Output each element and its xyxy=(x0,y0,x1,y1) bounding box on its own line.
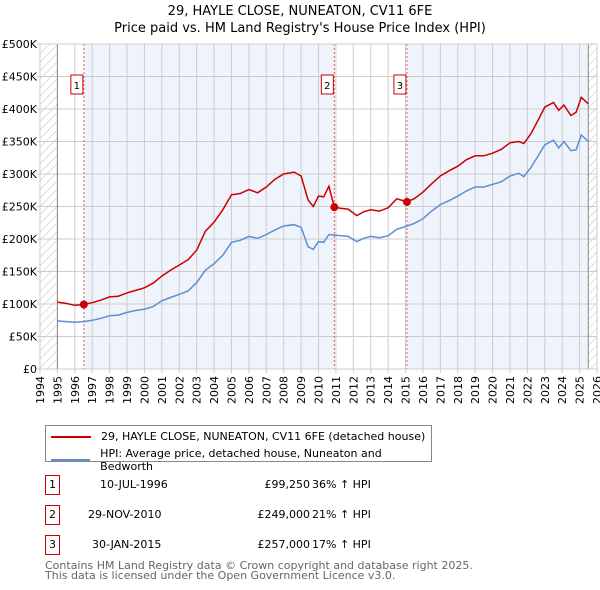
x-tick-label: 2013 xyxy=(365,376,378,404)
x-tick-label: 2011 xyxy=(330,376,343,404)
x-tick-label: 2019 xyxy=(469,376,482,404)
sale-marker-box xyxy=(320,74,334,95)
x-tick-label: 2022 xyxy=(521,376,534,404)
x-tick-label: 2024 xyxy=(556,376,569,404)
x-tick-label: 2026 xyxy=(591,376,600,404)
x-tick-label: 2000 xyxy=(138,376,151,404)
sale-marker-label: 1 xyxy=(74,81,80,92)
footer-licence: This data is licensed under the Open Gov… xyxy=(45,569,396,582)
sale-marker-box xyxy=(70,74,84,95)
x-tick-label: 2015 xyxy=(400,376,413,404)
x-tick-label: 1994 xyxy=(34,376,47,404)
property-price-line xyxy=(57,95,589,307)
y-tick-label: £350K xyxy=(2,136,38,149)
y-tick-label: £200K xyxy=(2,233,38,246)
y-tick-label: £100K xyxy=(2,298,38,311)
sale-hpi-diff: 36% ↑ HPI xyxy=(312,478,371,491)
sale-price: £99,250 xyxy=(264,478,311,491)
sale-point xyxy=(402,197,411,206)
sale-point xyxy=(330,203,339,212)
sale-date: 30-JAN-2015 xyxy=(92,538,162,551)
sale-price: £249,000 xyxy=(257,508,311,521)
x-tick-label: 2020 xyxy=(487,376,500,404)
x-tick-label: 2018 xyxy=(452,376,465,404)
sale-price: £257,000 xyxy=(257,538,311,551)
chart-title: 29, HAYLE CLOSE, NUNEATON, CV11 6FE xyxy=(167,4,433,19)
x-tick-label: 2006 xyxy=(243,376,256,404)
legend-item-property: 29, HAYLE CLOSE, NUNEATON, CV11 6FE (det… xyxy=(51,430,425,443)
y-tick-label: £50K xyxy=(9,331,38,344)
x-tick-label: 2003 xyxy=(191,376,204,404)
x-tick-label: 1999 xyxy=(121,376,134,404)
sale-number: 1 xyxy=(45,475,60,495)
price-chart: 1994 1995 1996 1997 1998 1999 2000 2001 2002 2003… xyxy=(2,38,600,404)
footer-copyright: Contains HM Land Registry data © Crown c… xyxy=(45,559,473,572)
y-tick-label: £450K xyxy=(2,71,38,84)
legend-swatch-red xyxy=(51,435,91,438)
legend-label-property: 29, HAYLE CLOSE, NUNEATON, CV11 6FE (det… xyxy=(101,430,426,443)
sale-date: 10-JUL-1996 xyxy=(100,478,168,491)
x-tick-label: 2023 xyxy=(539,376,552,404)
y-tick-label: £300K xyxy=(2,168,38,181)
x-tick-label: 1995 xyxy=(51,376,64,404)
legend-item-hpi: HPI: Average price, detached house, Nune… xyxy=(51,447,431,473)
sale-marker-label: 2 xyxy=(324,81,330,92)
plot-border xyxy=(39,43,598,370)
x-tick-label: 1998 xyxy=(104,376,117,404)
x-tick-label: 2016 xyxy=(417,376,430,404)
x-tick-label: 2021 xyxy=(504,376,517,404)
x-tick-label: 1996 xyxy=(69,376,82,404)
x-tick-label: 2025 xyxy=(574,376,587,404)
sale-number: 2 xyxy=(45,505,60,525)
x-tick-label: 2014 xyxy=(382,376,395,404)
legend-label-hpi: HPI: Average price, detached house, Nune… xyxy=(100,447,382,473)
y-tick-label: £250K xyxy=(2,201,38,214)
y-tick-label: £500K xyxy=(2,38,38,51)
x-tick-label: 2005 xyxy=(225,376,238,404)
y-tick-label: £400K xyxy=(2,103,38,116)
x-tick-label: 2017 xyxy=(434,376,447,404)
hpi-line xyxy=(57,133,589,323)
x-tick-label: 2007 xyxy=(260,376,273,404)
sale-number: 3 xyxy=(45,535,60,555)
x-tick-label: 2008 xyxy=(278,376,291,404)
sale-hpi-diff: 21% ↑ HPI xyxy=(312,508,371,521)
x-tick-label: 2001 xyxy=(156,376,169,404)
sale-hpi-diff: 17% ↑ HPI xyxy=(312,538,371,551)
x-tick-label: 1997 xyxy=(86,376,99,404)
y-tick-label: £150K xyxy=(2,266,38,279)
sale-point xyxy=(79,300,88,309)
y-tick-label: £0 xyxy=(23,363,37,376)
legend-swatch-blue xyxy=(51,459,91,461)
sale-marker-box xyxy=(393,74,407,95)
x-tick-label: 2009 xyxy=(295,376,308,404)
x-tick-label: 2002 xyxy=(173,376,186,404)
x-tick-label: 2004 xyxy=(208,376,221,404)
sale-marker-label: 3 xyxy=(397,81,403,92)
chart-subtitle: Price paid vs. HM Land Registry's House … xyxy=(114,21,486,36)
x-tick-label: 2010 xyxy=(313,376,326,404)
x-tick-label: 2012 xyxy=(347,376,360,404)
sale-date: 29-NOV-2010 xyxy=(88,508,162,521)
legend: 29, HAYLE CLOSE, NUNEATON, CV11 6FE (det… xyxy=(45,425,432,473)
